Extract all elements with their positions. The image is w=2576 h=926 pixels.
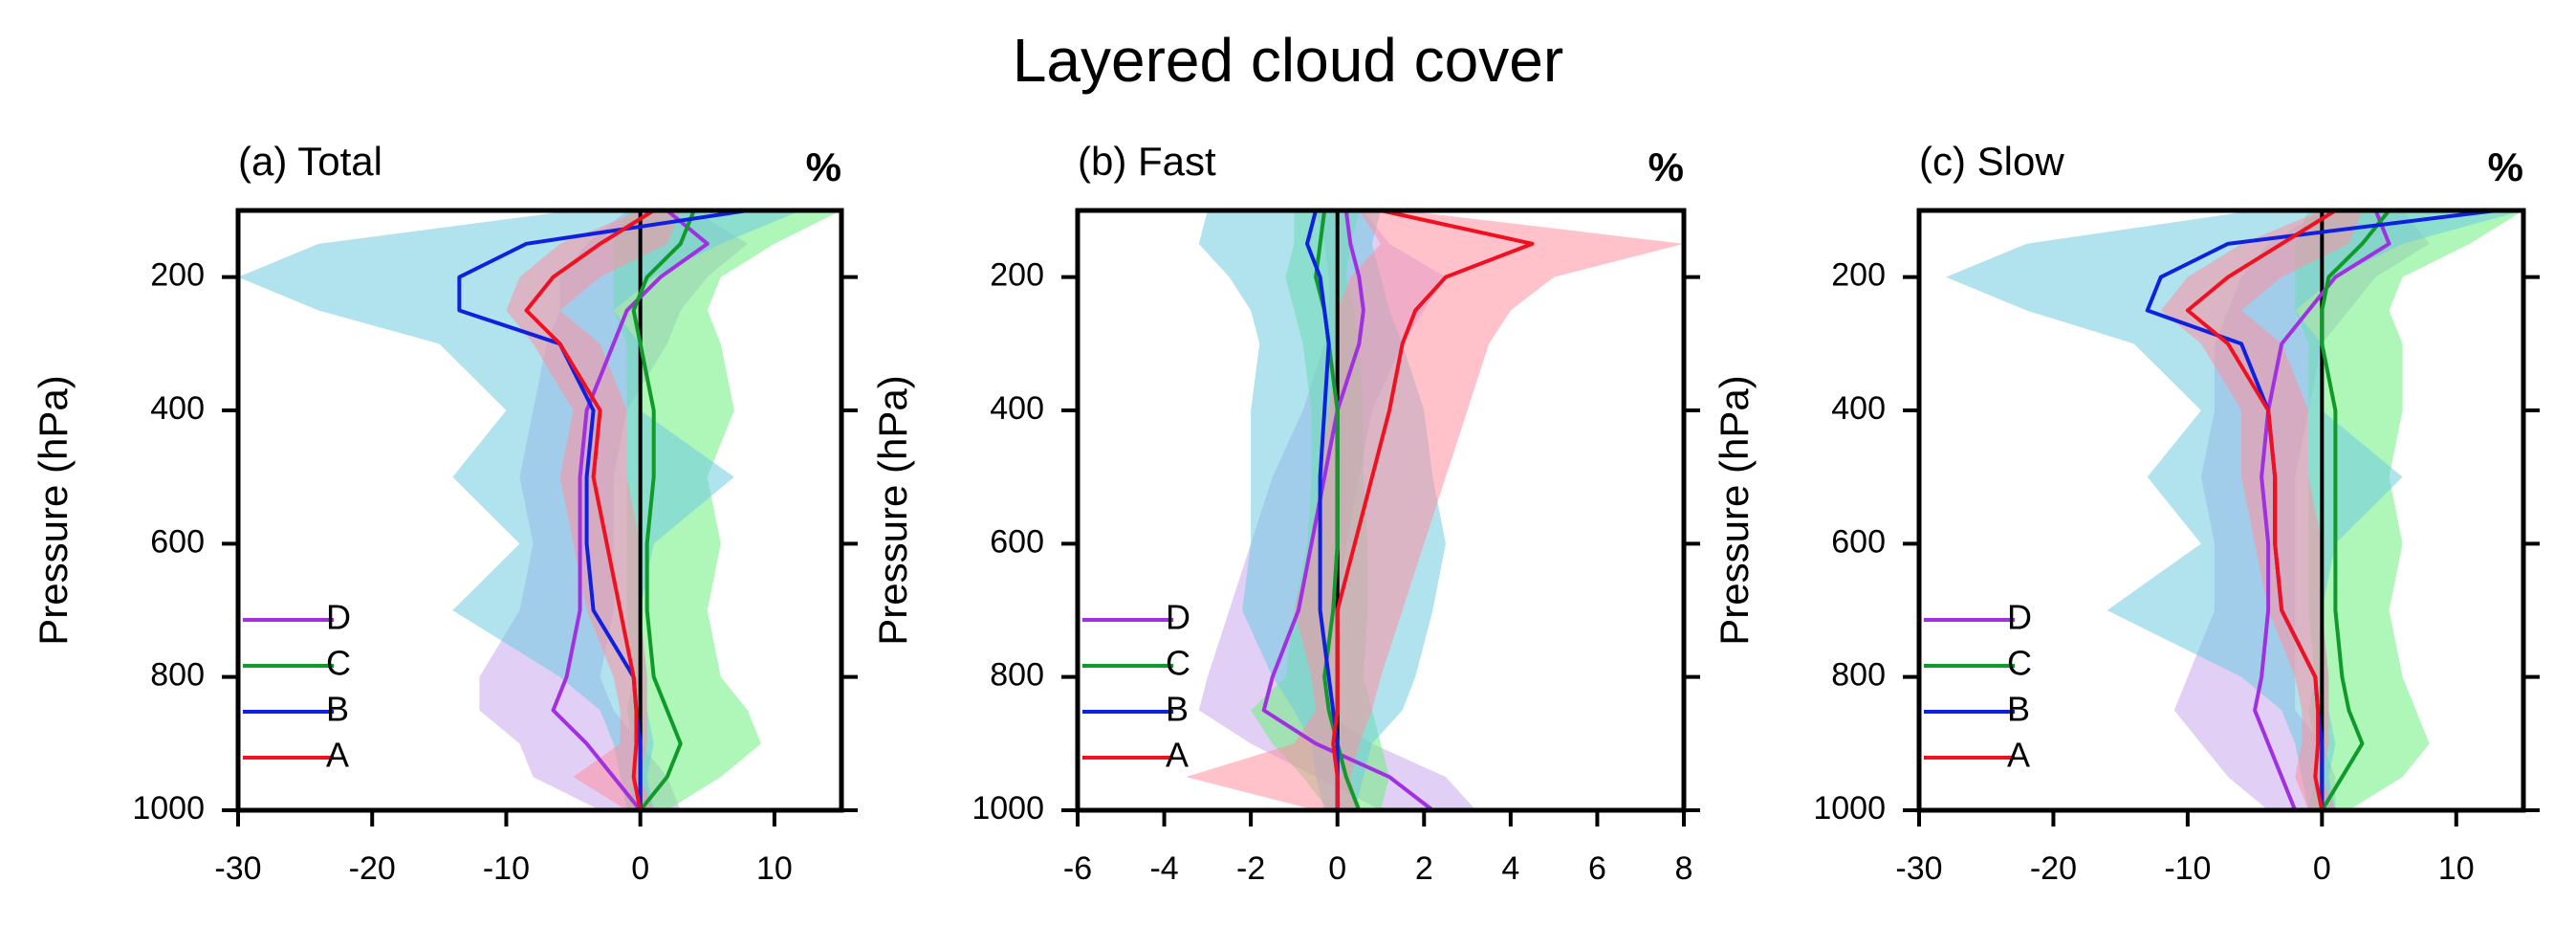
y-tick-label: 1000: [971, 790, 1044, 827]
x-tick-label: 8: [1675, 850, 1693, 887]
series-line: [1305, 209, 1340, 810]
legend-label: A: [326, 736, 349, 775]
legend-label: D: [2007, 598, 2032, 637]
x-tick-label: -10: [2164, 850, 2211, 887]
series-line: [457, 209, 749, 810]
panel-title: (c) Slow: [1919, 139, 2064, 184]
y-tick-label: 800: [1831, 657, 1886, 694]
series-line: [524, 209, 655, 811]
spread-band: [1186, 210, 1684, 810]
series-line: [2253, 209, 2391, 811]
y-tick-label: 400: [150, 390, 205, 427]
x-tick-label: 0: [2313, 850, 2331, 887]
x-tick-label: -6: [1063, 850, 1092, 887]
spread-band: [2160, 210, 2363, 810]
panel: -6 -4 -2 0 2 4 6 8 200 400 600 800 1000 (b) Fast % Pres…: [870, 139, 1700, 887]
legend-label: C: [326, 644, 351, 683]
panel: -30 -20 -10 0 10 200 400 600 800 1000 (c) Slow % Pre…: [1712, 139, 2540, 887]
x-tick-label: -4: [1149, 850, 1178, 887]
x-tick-label: 10: [2438, 850, 2475, 887]
series-line: [1261, 209, 1434, 812]
y-tick-label: 800: [150, 657, 205, 694]
x-tick-label: 10: [756, 850, 793, 887]
spread-band: [613, 210, 841, 810]
x-tick-label: 4: [1501, 850, 1519, 887]
x-tick-label: 0: [631, 850, 649, 887]
panel: -30 -20 -10 0 10 200 400 600 800 1000 (a) Total % Pr…: [31, 139, 858, 887]
y-tick-label: 200: [1831, 257, 1886, 294]
y-tick-label: 1000: [132, 790, 205, 827]
x-tick-label: 6: [1588, 850, 1606, 887]
x-tick-label: -30: [214, 850, 261, 887]
panel-title: (a) Total: [238, 139, 382, 184]
x-tick-label: 2: [1415, 850, 1433, 887]
y-axis-label: Pressure (hPa): [870, 375, 915, 645]
y-tick-label: 1000: [1813, 790, 1886, 827]
legend-label: A: [1166, 736, 1189, 775]
unit-label: %: [2488, 144, 2523, 189]
x-tick-label: -20: [2030, 850, 2077, 887]
axis-frame: [1075, 208, 1687, 813]
legend-label: B: [326, 690, 349, 729]
unit-label: %: [806, 144, 841, 189]
spread-band: [238, 210, 801, 810]
series-line: [631, 209, 696, 812]
y-tick-label: 400: [1831, 390, 1886, 427]
legend-label: B: [1166, 690, 1189, 729]
series-line: [1331, 209, 1535, 810]
x-tick-label: -10: [483, 850, 530, 887]
series-line: [2320, 209, 2391, 812]
series-line: [2185, 209, 2337, 811]
legend-label: D: [1166, 598, 1190, 637]
y-tick-label: 600: [1831, 523, 1886, 560]
y-tick-label: 200: [150, 257, 205, 294]
y-tick-label: 600: [150, 523, 205, 560]
y-tick-label: 600: [990, 523, 1044, 560]
y-tick-label: 800: [990, 657, 1044, 694]
y-tick-label: 200: [990, 257, 1044, 294]
x-tick-label: 0: [1328, 850, 1346, 887]
y-axis-label: Pressure (hPa): [31, 375, 76, 645]
spread-band: [2295, 210, 2523, 810]
series-line: [551, 209, 709, 812]
spread-band: [1946, 210, 2523, 810]
y-tick-label: 400: [990, 390, 1044, 427]
x-tick-label: -2: [1236, 850, 1265, 887]
legend-label: A: [2007, 736, 2030, 775]
axis-frame: [1916, 208, 2526, 813]
legend-label: B: [2007, 690, 2030, 729]
y-axis-label: Pressure (hPa): [1712, 375, 1757, 645]
legend-label: C: [2007, 644, 2032, 683]
legend-label: D: [326, 598, 351, 637]
figure-title: Layered cloud cover: [1013, 26, 1563, 95]
legend-label: C: [1166, 644, 1190, 683]
x-tick-label: -30: [1895, 850, 1942, 887]
panel-title: (b) Fast: [1078, 139, 1216, 184]
spread-band: [506, 210, 681, 810]
unit-label: %: [1648, 144, 1684, 189]
x-tick-label: -20: [349, 850, 396, 887]
axis-frame: [235, 208, 844, 813]
